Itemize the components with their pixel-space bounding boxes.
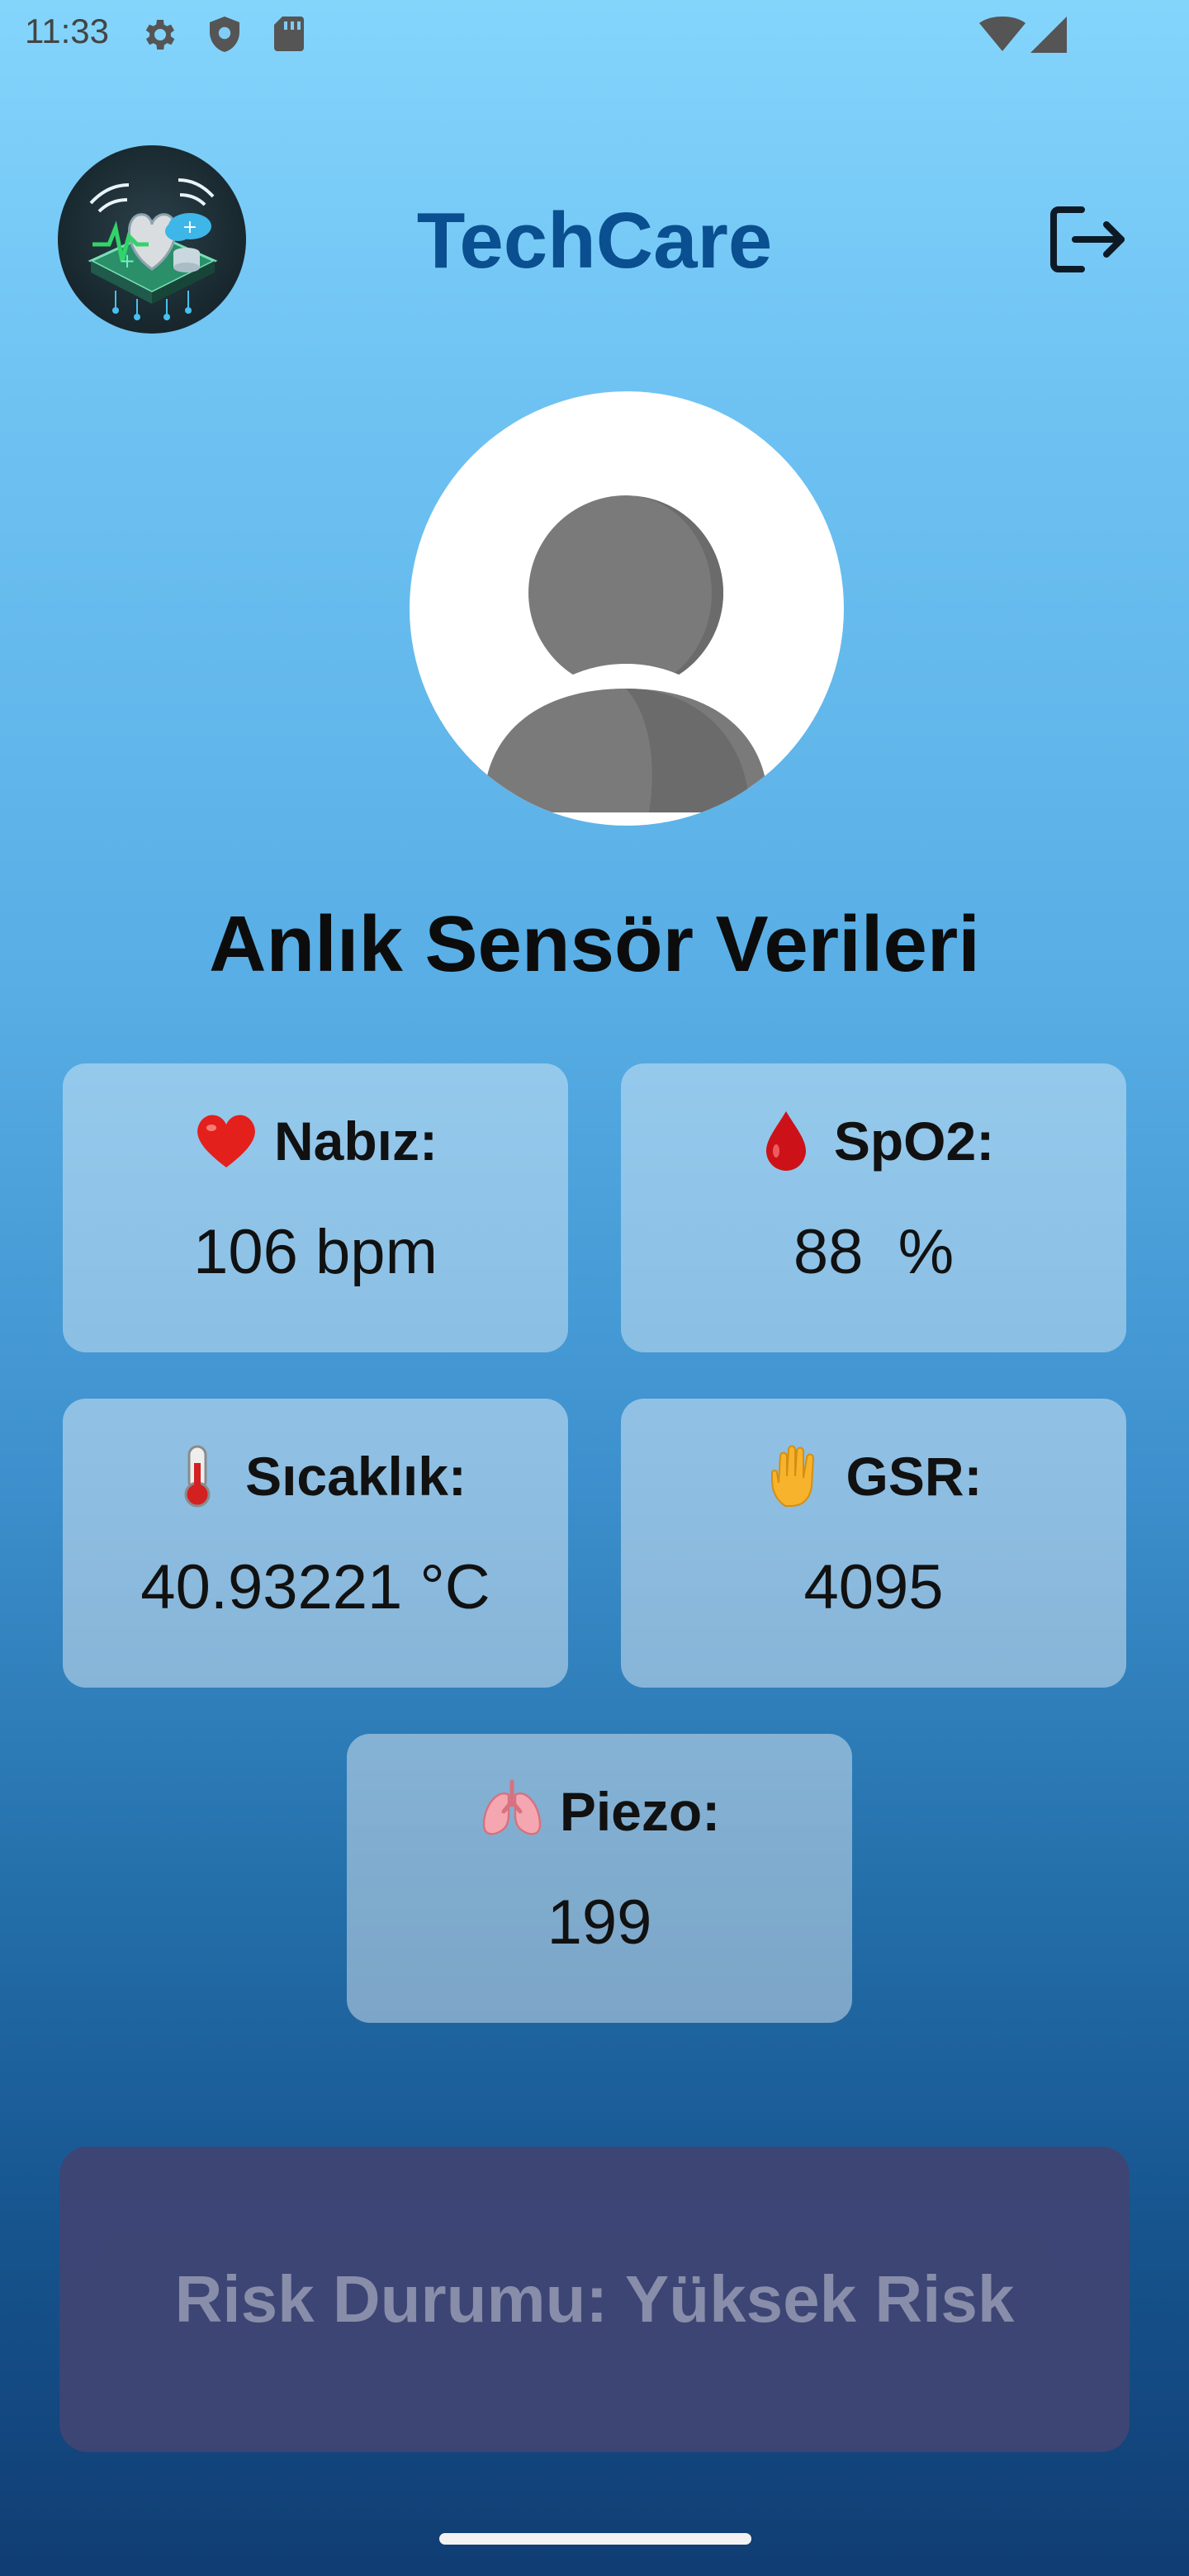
sensor-value-nabiz: 106 bpm xyxy=(193,1217,438,1287)
sensor-card-spo2: SpO2: 88 % xyxy=(621,1063,1126,1352)
sensor-card-header: GSR: xyxy=(621,1443,1126,1514)
sensor-value-piezo: 199 xyxy=(547,1887,652,1958)
sensor-label-piezo: Piezo: xyxy=(559,1781,721,1842)
lungs-icon xyxy=(482,1779,542,1835)
sensor-label-spo2: SpO2: xyxy=(833,1110,995,1172)
app-title: TechCare xyxy=(416,197,773,285)
svg-text:+: + xyxy=(182,217,197,238)
sensor-label-gsr: GSR: xyxy=(846,1446,983,1507)
sensor-card-header: Sıcaklık: xyxy=(63,1443,568,1514)
sensor-card-header: SpO2: xyxy=(621,1108,1126,1179)
sensor-card-nabiz: Nabız: 106 bpm xyxy=(63,1063,568,1352)
person-icon xyxy=(484,495,768,821)
logout-icon xyxy=(1050,206,1125,272)
risk-status-label: Risk Durumu: Yüksek Risk xyxy=(174,2262,1015,2336)
techcare-logo: + + xyxy=(58,145,246,334)
sensor-value-gsr: 4095 xyxy=(803,1552,944,1622)
logout-button[interactable] xyxy=(1049,203,1128,276)
sensor-label-nabiz: Nabız: xyxy=(274,1110,438,1172)
sensor-label-sicaklik: Sıcaklık: xyxy=(245,1446,467,1507)
sensor-card-gsr: GSR: 4095 xyxy=(621,1399,1126,1688)
thermometer-icon xyxy=(184,1445,211,1508)
signal-icon xyxy=(1030,17,1067,57)
sensor-value-sicaklik: 40.93221 °C xyxy=(140,1552,490,1622)
hand-icon xyxy=(770,1445,814,1507)
home-indicator[interactable] xyxy=(439,2533,751,2545)
svg-text:+: + xyxy=(119,249,135,272)
avatar xyxy=(410,391,844,826)
sd-card-icon xyxy=(272,15,306,57)
sensor-card-header: Piezo: xyxy=(347,1778,852,1849)
sensor-value-spo2: 88 % xyxy=(793,1217,955,1287)
sensor-card-sicaklik: Sıcaklık: 40.93221 °C xyxy=(63,1399,568,1688)
status-bar: 11:33 xyxy=(0,0,1189,69)
shield-icon xyxy=(206,15,243,59)
risk-status-button[interactable]: Risk Durumu: Yüksek Risk xyxy=(59,2147,1130,2452)
status-time: 11:33 xyxy=(25,12,109,50)
section-title: Anlık Sensör Verileri xyxy=(209,900,980,988)
gear-icon xyxy=(140,15,180,59)
heart-icon xyxy=(197,1115,255,1167)
wifi-icon xyxy=(979,17,1026,57)
sensor-card-piezo: Piezo: 199 xyxy=(347,1734,852,2023)
blood-drop-icon xyxy=(765,1110,806,1171)
sensor-card-header: Nabız: xyxy=(63,1108,568,1179)
